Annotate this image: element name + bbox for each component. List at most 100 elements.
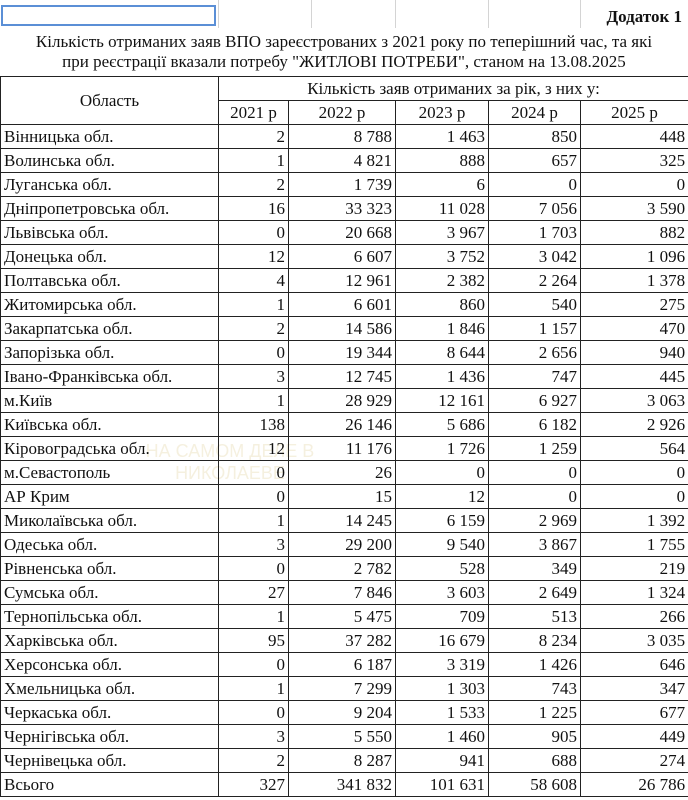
value-cell: 327: [218, 772, 289, 797]
value-cell: 11 176: [288, 436, 396, 461]
value-cell: 349: [488, 556, 581, 581]
value-cell: 4: [218, 268, 289, 293]
value-cell: 26 146: [288, 412, 396, 437]
value-cell: 19 344: [288, 340, 396, 365]
value-cell: 0: [488, 172, 581, 197]
value-cell: 274: [579, 748, 688, 773]
value-cell: 6 159: [395, 508, 489, 533]
value-cell: 0: [218, 556, 289, 581]
value-cell: 1 463: [395, 124, 489, 149]
grid-line: [311, 0, 312, 28]
value-cell: 0: [218, 340, 289, 365]
region-cell: Київська обл.: [0, 412, 219, 437]
value-cell: 1 392: [579, 508, 688, 533]
value-cell: 0: [218, 652, 289, 677]
value-cell: 1 436: [395, 364, 489, 389]
value-cell: 58 608: [488, 772, 581, 797]
value-cell: 3: [218, 724, 289, 749]
value-cell: 6 187: [288, 652, 396, 677]
value-cell: 905: [488, 724, 581, 749]
value-cell: 12 745: [288, 364, 396, 389]
title-line-1: Кількість отриманих заяв ВПО зареєстрова…: [35, 32, 653, 51]
applications-table: Область Кількість заяв отриманих за рік,…: [0, 76, 688, 797]
region-header: Область: [0, 76, 219, 125]
table-row: Миколаївська обл. 1 14 245 6 159 2 969 1 392: [0, 508, 688, 533]
value-cell: 6 927: [488, 388, 581, 413]
region-cell: Тернопільська обл.: [0, 604, 219, 629]
region-cell: Івано-Франківська обл.: [0, 364, 219, 389]
value-cell: 3 867: [488, 532, 581, 557]
value-cell: 888: [395, 148, 489, 173]
value-cell: 0: [579, 484, 688, 509]
value-cell: 8 644: [395, 340, 489, 365]
year-header: 2022 р: [288, 100, 396, 125]
value-cell: 6: [395, 172, 489, 197]
value-cell: 1: [218, 388, 289, 413]
table-row: АР Крим 0 15 12 0 0: [0, 484, 688, 509]
region-cell: Луганська обл.: [0, 172, 219, 197]
value-cell: 941: [395, 748, 489, 773]
value-cell: 0: [218, 460, 289, 485]
value-cell: 1 755: [579, 532, 688, 557]
table-row: м.Севастополь 0 26 0 0 0: [0, 460, 688, 485]
value-cell: 2 656: [488, 340, 581, 365]
value-cell: 1: [218, 676, 289, 701]
value-cell: 6 182: [488, 412, 581, 437]
region-cell: Хмельницька обл.: [0, 676, 219, 701]
region-cell: м.Севастополь: [0, 460, 219, 485]
table-row: Сумська обл. 27 7 846 3 603 2 649 1 324: [0, 580, 688, 605]
value-cell: 564: [579, 436, 688, 461]
value-cell: 0: [488, 484, 581, 509]
total-row: Всього 327 341 832 101 631 58 608 26 786: [0, 772, 688, 797]
region-cell: Сумська обл.: [0, 580, 219, 605]
region-cell: Черкаська обл.: [0, 700, 219, 725]
value-cell: 325: [579, 148, 688, 173]
value-cell: 219: [579, 556, 688, 581]
value-cell: 341 832: [288, 772, 396, 797]
value-cell: 5 475: [288, 604, 396, 629]
value-cell: 2: [218, 124, 289, 149]
value-cell: 12 961: [288, 268, 396, 293]
selected-cell[interactable]: [1, 5, 216, 26]
table-row: м.Київ 1 28 929 12 161 6 927 3 063: [0, 388, 688, 413]
value-cell: 1 460: [395, 724, 489, 749]
value-cell: 0: [579, 460, 688, 485]
group-header: Кількість заяв отриманих за рік, з них у…: [217, 76, 688, 101]
region-cell: м.Київ: [0, 388, 219, 413]
value-cell: 3 035: [579, 628, 688, 653]
table-row: Закарпатська обл. 2 14 586 1 846 1 157 470: [0, 316, 688, 341]
value-cell: 1 259: [488, 436, 581, 461]
value-cell: 3 063: [579, 388, 688, 413]
value-cell: 11 028: [395, 196, 489, 221]
table-row: Житомирська обл. 1 6 601 860 540 275: [0, 292, 688, 317]
region-cell: Волинська обл.: [0, 148, 219, 173]
value-cell: 3: [218, 364, 289, 389]
value-cell: 1 324: [579, 580, 688, 605]
value-cell: 6 601: [288, 292, 396, 317]
value-cell: 445: [579, 364, 688, 389]
value-cell: 747: [488, 364, 581, 389]
region-cell: Львівська обл.: [0, 220, 219, 245]
value-cell: 743: [488, 676, 581, 701]
value-cell: 1 846: [395, 316, 489, 341]
value-cell: 1 739: [288, 172, 396, 197]
value-cell: 1: [218, 292, 289, 317]
value-cell: 0: [579, 172, 688, 197]
value-cell: 2: [218, 316, 289, 341]
value-cell: 6 607: [288, 244, 396, 269]
value-cell: 2 264: [488, 268, 581, 293]
year-header: 2025 р: [579, 100, 688, 125]
value-cell: 540: [488, 292, 581, 317]
table-row: Хмельницька обл. 1 7 299 1 303 743 347: [0, 676, 688, 701]
value-cell: 12: [218, 436, 289, 461]
region-cell: Одеська обл.: [0, 532, 219, 557]
region-cell: Дніпропетровська обл.: [0, 196, 219, 221]
value-cell: 27: [218, 580, 289, 605]
value-cell: 860: [395, 292, 489, 317]
value-cell: 3 042: [488, 244, 581, 269]
value-cell: 657: [488, 148, 581, 173]
region-cell: Кіровоградська обл.: [0, 436, 219, 461]
value-cell: 12: [395, 484, 489, 509]
table-row: Донецька обл. 12 6 607 3 752 3 042 1 096: [0, 244, 688, 269]
grid-line: [580, 0, 581, 28]
